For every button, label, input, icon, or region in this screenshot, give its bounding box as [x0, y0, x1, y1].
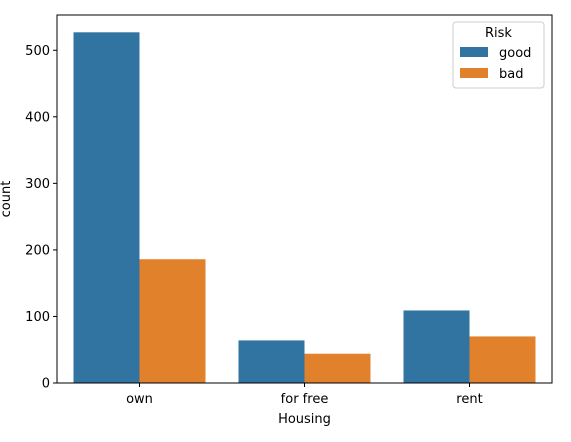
legend-swatch-bad [460, 68, 488, 78]
legend-label-bad: bad [499, 67, 523, 82]
y-axis-label: count [0, 181, 14, 218]
y-tick-label: 400 [25, 110, 50, 125]
y-tick-label: 500 [25, 44, 50, 59]
bar-good-for-free [238, 340, 305, 383]
plot-frame [56, 14, 553, 384]
bar-bad-rent [469, 336, 536, 383]
y-tick-label: 300 [25, 177, 50, 192]
legend-swatch-good [460, 47, 488, 57]
x-tick-label: rent [456, 392, 482, 407]
bar-bad-own [139, 259, 206, 383]
legend-title: Risk [485, 26, 512, 41]
y-tick-label: 0 [42, 377, 50, 392]
y-tick-label: 200 [25, 243, 50, 258]
bar-good-rent [403, 310, 470, 383]
x-axis-label: Housing [278, 412, 331, 427]
x-tick-label: own [126, 392, 153, 407]
y-tick-label: 100 [25, 310, 50, 325]
x-tick-label: for free [281, 392, 329, 407]
bar-bad-for-free [304, 353, 371, 383]
bars-layer [73, 32, 536, 383]
legend: Risk good bad [452, 21, 545, 89]
y-axis: 0 100 200 300 400 500 [25, 44, 57, 392]
legend-label-good: good [499, 46, 531, 61]
x-axis: own for free rent [126, 383, 483, 407]
bar-good-own [73, 32, 140, 383]
legend-items: good bad [460, 46, 531, 82]
